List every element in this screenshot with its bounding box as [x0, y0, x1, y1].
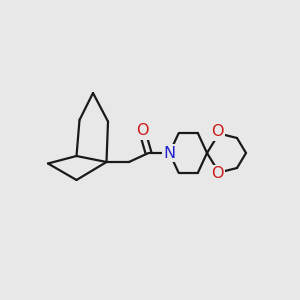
Text: N: N — [164, 146, 175, 160]
Text: O: O — [211, 167, 224, 182]
Text: O: O — [211, 124, 224, 140]
Text: O: O — [136, 123, 149, 138]
